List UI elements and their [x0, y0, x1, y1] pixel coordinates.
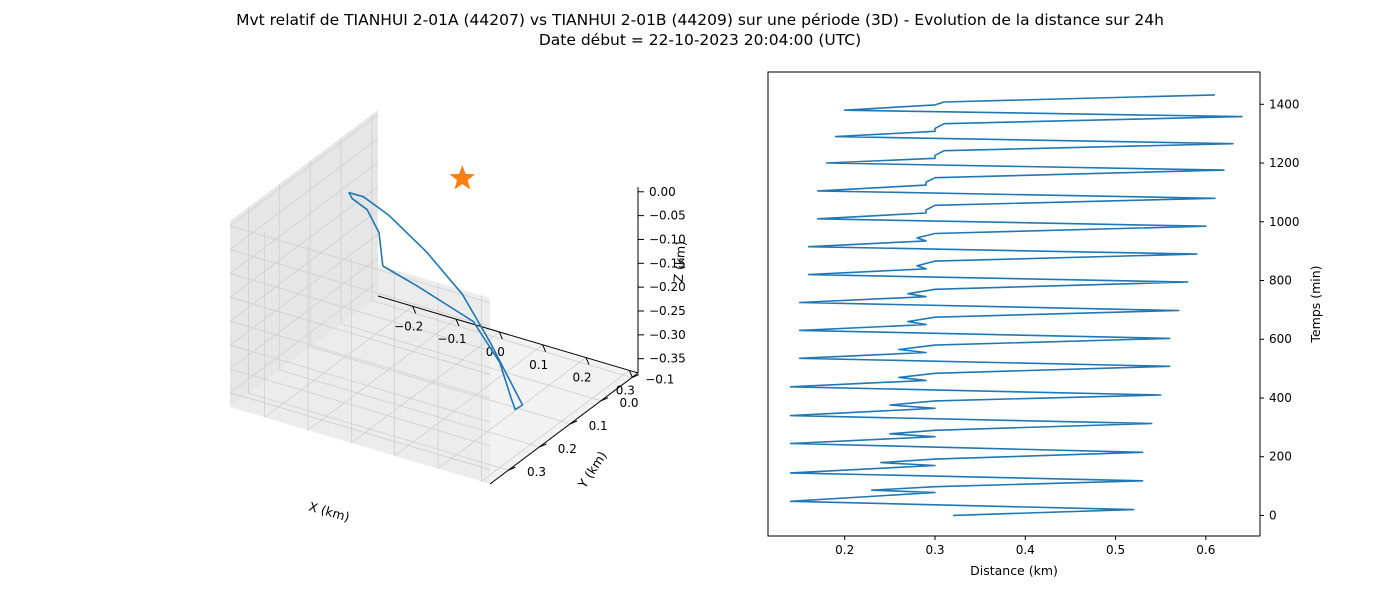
y-tick-label: 600: [1269, 332, 1292, 346]
grid-line-x-floor: [264, 305, 413, 418]
grid-line-y-floor: [279, 369, 540, 448]
trajectory-line: [348, 191, 524, 411]
grid-line-x-floor: [481, 370, 630, 482]
z-axis-label: Z (km): [671, 240, 689, 283]
grid-line-y-floor: [310, 346, 571, 425]
grid-line-z-side: [229, 114, 379, 227]
grid-line-x-floor: [307, 318, 457, 431]
distance-time-plot: 0.2 0.3 0.4 0.5 0.6 0 200 400 600 800 1000 1200 140…: [767, 71, 1323, 578]
y-tick-label: 800: [1269, 274, 1292, 288]
x-axis-label: X (km): [307, 499, 351, 525]
x-tick-mark: [455, 318, 460, 327]
x-tick-label: 0.2: [835, 543, 854, 557]
grid-line-z-back: [229, 296, 491, 375]
grid-line-z-side: [229, 209, 379, 322]
distance-series: [789, 94, 1243, 517]
grid-lines: [229, 114, 639, 485]
y-tick-mark: [539, 443, 547, 448]
x-axis-line: [377, 295, 639, 374]
grid-line-z-side: [229, 281, 379, 394]
y-axis-label: Temps (min): [1308, 265, 1323, 343]
x-tick-mark: [585, 357, 590, 365]
z-tick-label: 0.00: [649, 185, 676, 199]
title-line-2: Date début = 22-10-2023 20:04:00 (UTC): [538, 31, 862, 49]
chart-title: Mvt relatif de TIANHUI 2-01A (44207) vs …: [0, 10, 1400, 50]
grid-line-z-side: [229, 138, 379, 250]
y-tick-label: 1000: [1269, 215, 1300, 229]
grid-line-z-back: [229, 249, 491, 327]
grid-line-z-side: [229, 233, 379, 346]
grid-line-z-side: [229, 162, 379, 274]
grid-line-z-back: [229, 344, 491, 423]
x-tick-label: 0.6: [1196, 543, 1215, 557]
x-axis-ticks: 0.2 0.3 0.4 0.5 0.6: [835, 536, 1215, 557]
y-tick-label: 0.3: [527, 465, 546, 479]
y-axis-line: [489, 372, 639, 485]
y-tick-mark: [631, 374, 640, 379]
x-tick-mark: [412, 306, 417, 314]
axis-ticks: −0.2−0.10.00.10.20.3−0.10.00.10.20.30.00…: [394, 185, 686, 479]
y-tick-mark: [569, 420, 578, 425]
grid-line-z-back: [229, 273, 491, 351]
z-tick-label: −0.05: [649, 209, 686, 223]
x-tick-mark: [498, 331, 503, 340]
y-tick-label: 1400: [1269, 97, 1300, 111]
relative-motion-3d-plot: −0.2−0.10.00.10.20.3−0.10.00.10.20.30.00…: [229, 110, 689, 525]
grid-line-z-back: [229, 320, 491, 399]
y-axis-label: Y (km): [574, 448, 609, 491]
z-tick-label: −0.10: [649, 232, 686, 246]
x-axis-label: Distance (km): [970, 563, 1058, 578]
z-tick-label: −0.15: [649, 256, 686, 270]
y-tick-label: 1200: [1269, 156, 1300, 170]
x-tick-label: 0.2: [572, 371, 591, 385]
x-tick-label: 0.3: [616, 383, 635, 397]
z-tick-label: −0.25: [649, 304, 686, 318]
y-tick-label: −0.1: [645, 373, 674, 387]
grid-line-z-back: [229, 368, 491, 447]
z-tick-label: −0.30: [649, 328, 686, 342]
y-tick-label: 0: [1269, 508, 1277, 522]
distance-line: [789, 94, 1243, 517]
y-tick-mark: [600, 397, 609, 402]
z-tick-label: −0.20: [649, 280, 686, 294]
grid-line-z-side: [229, 257, 379, 370]
trajectory-series: [348, 165, 524, 411]
grid-line-z-back: [229, 225, 491, 304]
y-tick-label: 400: [1269, 391, 1292, 405]
grid-line-y-floor: [340, 323, 602, 402]
x-tick-mark: [542, 344, 547, 352]
y-tick-label: 200: [1269, 450, 1292, 464]
plot-frame: [767, 71, 1261, 537]
grid-line-z-back: [229, 392, 491, 471]
y-tick-label: 0.1: [589, 419, 608, 433]
x-tick-label: 0.1: [529, 358, 548, 372]
origin-star-marker: [449, 165, 476, 190]
y-tick-label: 0.2: [558, 442, 577, 456]
x-tick-mark: [628, 370, 633, 378]
grid-line-x-floor: [437, 357, 587, 469]
grid-line-x-floor: [394, 344, 543, 457]
y-tick-label: 0.0: [619, 396, 638, 410]
y-axis-ticks: 0 200 400 600 800 1000 1200 1400: [1260, 97, 1300, 522]
grid-line-x-floor: [351, 331, 500, 444]
title-line-1: Mvt relatif de TIANHUI 2-01A (44207) vs …: [236, 11, 1164, 29]
grid-line-y-floor: [371, 300, 632, 379]
grid-line-z-side: [229, 185, 379, 298]
x-tick-label: 0.4: [1016, 543, 1035, 557]
x-tick-label: −0.2: [394, 319, 423, 333]
x-tick-label: −0.1: [437, 332, 466, 346]
z-tick-label: −0.35: [649, 352, 686, 366]
y-tick-mark: [508, 466, 516, 471]
x-tick-label: 0.5: [1106, 543, 1125, 557]
x-tick-label: 0.3: [925, 543, 944, 557]
grid-line-y-floor: [248, 392, 509, 471]
